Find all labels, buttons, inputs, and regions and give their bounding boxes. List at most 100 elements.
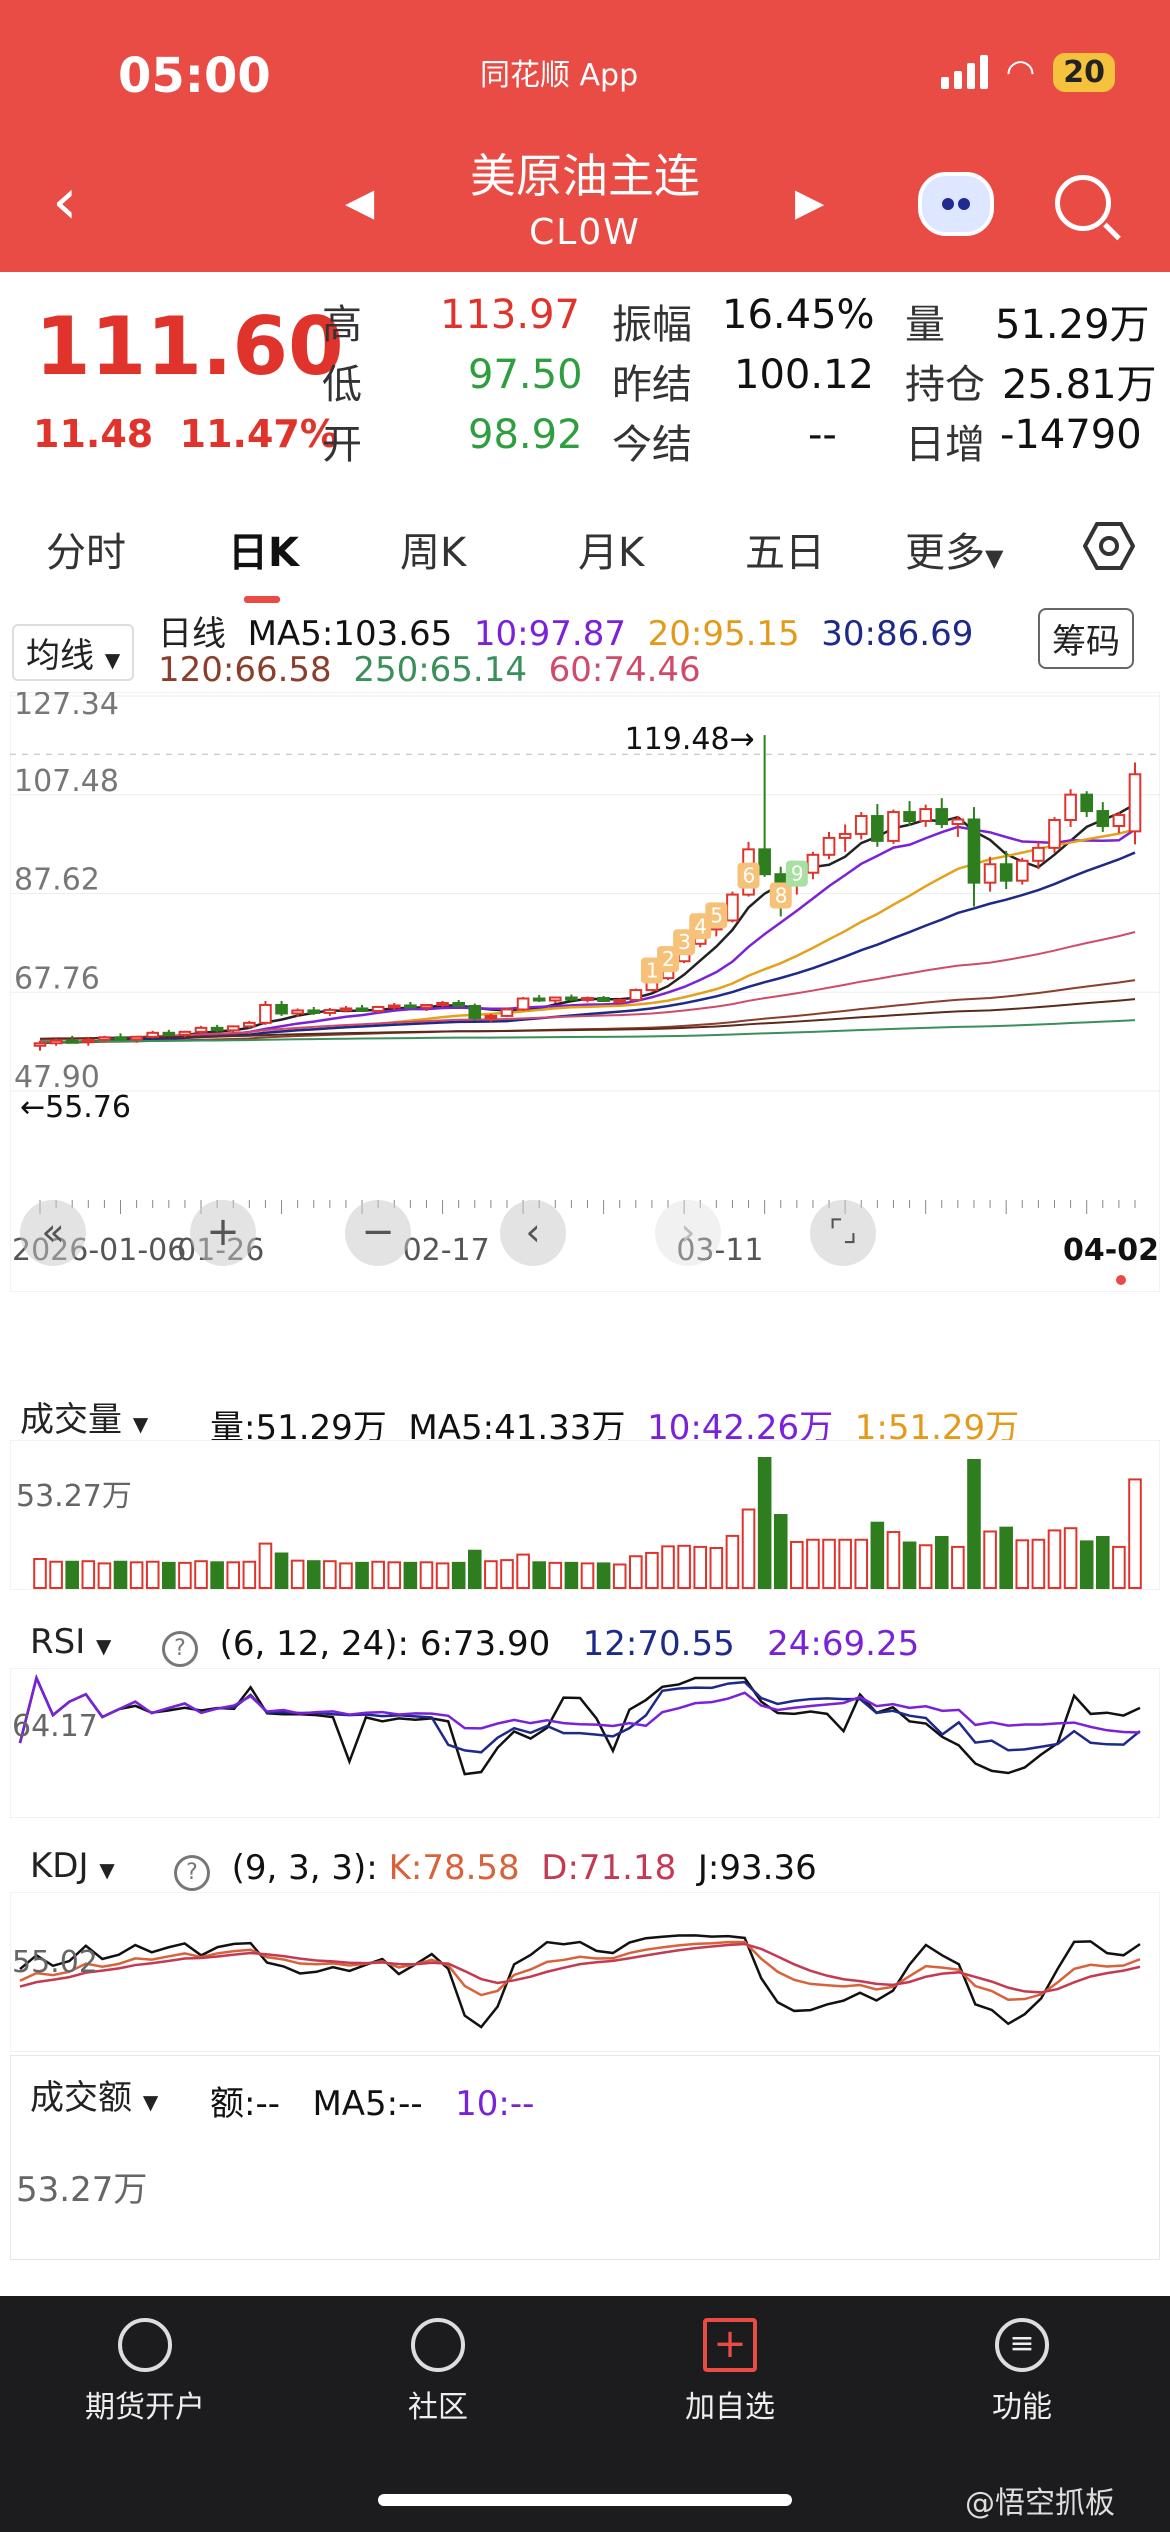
tab-more[interactable]: 更多▼ <box>905 520 1003 578</box>
amount-ma10: 10:-- <box>455 2084 535 2124</box>
tab-intraday[interactable]: 分时 <box>46 530 126 576</box>
tab-daily[interactable]: 日K <box>228 530 299 576</box>
rsi-selector[interactable]: RSI ▼ <box>22 1622 120 1662</box>
help-icon[interactable]: ? <box>162 1631 198 1667</box>
x-tick-label: 02-17 <box>403 1233 490 1268</box>
chart-toolbar: « + − ‹ › ⌜⌟ <box>20 1200 880 1270</box>
assistant-robot-icon[interactable] <box>918 172 994 236</box>
nav-community[interactable]: 社区 <box>338 2310 538 2426</box>
next-contract-icon[interactable]: ▶ <box>795 180 825 224</box>
kdj-legend: ? (9, 3, 3): K:78.58 D:71.18 J:93.36 <box>174 1848 817 1891</box>
settings-hexagon-icon[interactable] <box>1083 520 1135 572</box>
prev-contract-icon[interactable]: ◀ <box>345 180 375 224</box>
chips-button[interactable]: 筹码 <box>1038 608 1134 669</box>
ma-legend-row2: 120:66.58 250:65.14 60:74.46 <box>158 650 701 690</box>
volume-bar <box>419 1561 434 1590</box>
candle-body <box>565 996 578 1001</box>
signal-label: 1 <box>646 959 659 983</box>
nav-label: 期货开户 <box>85 2390 205 2425</box>
rewind-icon[interactable]: « <box>20 1200 86 1266</box>
chevron-down-icon: ▼ <box>99 1858 115 1882</box>
zoom-out-icon[interactable]: − <box>345 1200 411 1266</box>
volume-bar <box>226 1561 241 1590</box>
change-pct: 11.47% <box>179 412 338 456</box>
ma-legend-row1: 日线 MA5:103.65 10:97.87 20:95.15 30:86.69 <box>158 606 973 655</box>
candle-body <box>838 832 852 839</box>
candle-body <box>65 1039 79 1044</box>
bottom-navigation <box>0 2296 1170 2532</box>
signal-label: 8 <box>775 883 788 907</box>
search-icon[interactable] <box>1055 175 1111 231</box>
fullscreen-icon[interactable]: ⌜⌟ <box>810 1200 876 1266</box>
low-label: 低 <box>322 362 362 408</box>
volume-chart[interactable]: 53.27万 <box>10 1440 1160 1590</box>
volume-bar <box>516 1553 530 1589</box>
volume-bar <box>1031 1538 1046 1589</box>
volume-bar <box>274 1552 289 1589</box>
candle-body <box>339 1007 353 1012</box>
home-indicator[interactable] <box>378 2494 792 2506</box>
volume-bar <box>1047 1529 1062 1589</box>
candle-body <box>967 818 981 884</box>
scroll-left-icon[interactable]: ‹ <box>500 1200 566 1266</box>
settle-label: 今结 <box>612 422 692 468</box>
volume-bar <box>1128 1478 1142 1589</box>
rsi6-value: 6:73.90 <box>419 1624 551 1664</box>
kdj-k-line <box>19 1940 1141 2001</box>
kdj-selector[interactable]: KDJ ▼ <box>22 1846 123 1886</box>
candle-body <box>275 1003 288 1015</box>
candle-body <box>1015 859 1029 882</box>
kdj-chart[interactable]: 55.02 <box>10 1892 1160 2052</box>
amount-ma5: MA5:-- <box>312 2084 423 2124</box>
zoom-in-icon[interactable]: + <box>190 1200 256 1266</box>
candle-body <box>49 1039 63 1045</box>
tab-active-indicator <box>244 596 280 603</box>
rsi-chart[interactable]: 64.17 <box>10 1668 1160 1818</box>
volume-bar <box>757 1457 772 1589</box>
rsi24-value: 24:69.25 <box>767 1624 920 1664</box>
kdj-frame <box>10 1892 1160 2052</box>
volume-bar <box>854 1538 869 1589</box>
amount-selector[interactable]: 成交额 ▼ <box>22 2070 167 2119</box>
current-date-dot <box>1116 1275 1126 1285</box>
volume-bar <box>677 1544 691 1590</box>
volume-bar <box>97 1562 112 1590</box>
nav-futures-account[interactable]: 期货开户 <box>45 2310 245 2426</box>
volume-bar <box>33 1558 47 1589</box>
signal-label: 4 <box>694 914 707 938</box>
back-icon[interactable]: ‹ <box>52 165 78 239</box>
scroll-right-icon[interactable]: › <box>655 1200 721 1266</box>
y-tick-label: 107.48 <box>14 764 119 799</box>
volume-bar <box>371 1560 385 1589</box>
signal-badge <box>705 902 728 929</box>
volume-bar <box>484 1560 498 1589</box>
candle-body <box>468 1004 482 1019</box>
last-price: 111.60 <box>35 300 344 393</box>
tab-monthly[interactable]: 月K <box>578 530 645 576</box>
tab-five-day[interactable]: 五日 <box>745 530 825 576</box>
volume-bar <box>548 1561 563 1589</box>
rsi-legend: ? (6, 12, 24): 6:73.90 12:70.55 24:69.25 <box>162 1624 919 1667</box>
volume-bar <box>258 1542 273 1589</box>
nav-add-watchlist[interactable]: + 加自选 <box>630 2310 830 2426</box>
candle-body <box>146 1031 160 1038</box>
volume-bar <box>500 1559 514 1589</box>
candle-body <box>162 1031 176 1036</box>
volume-bar <box>951 1545 965 1589</box>
help-icon[interactable]: ? <box>174 1855 210 1891</box>
ma-selector[interactable]: 均线 ▼ <box>12 624 135 681</box>
volume-selector[interactable]: 成交量 ▼ <box>12 1392 157 1441</box>
candle-body <box>999 863 1013 882</box>
plus-icon: + <box>703 2318 757 2372</box>
tab-more-label: 更多 <box>905 530 985 576</box>
long-ma-line <box>39 998 1136 1040</box>
nav-functions[interactable]: ≡ 功能 <box>922 2310 1122 2426</box>
volume-bar <box>725 1534 740 1589</box>
signal-icon <box>940 55 988 89</box>
volume-bar <box>902 1541 917 1589</box>
volume-bar <box>999 1526 1013 1589</box>
volume-bar <box>741 1508 756 1589</box>
tab-weekly[interactable]: 周K <box>400 530 467 576</box>
ma10-value: 10:97.87 <box>473 614 626 654</box>
